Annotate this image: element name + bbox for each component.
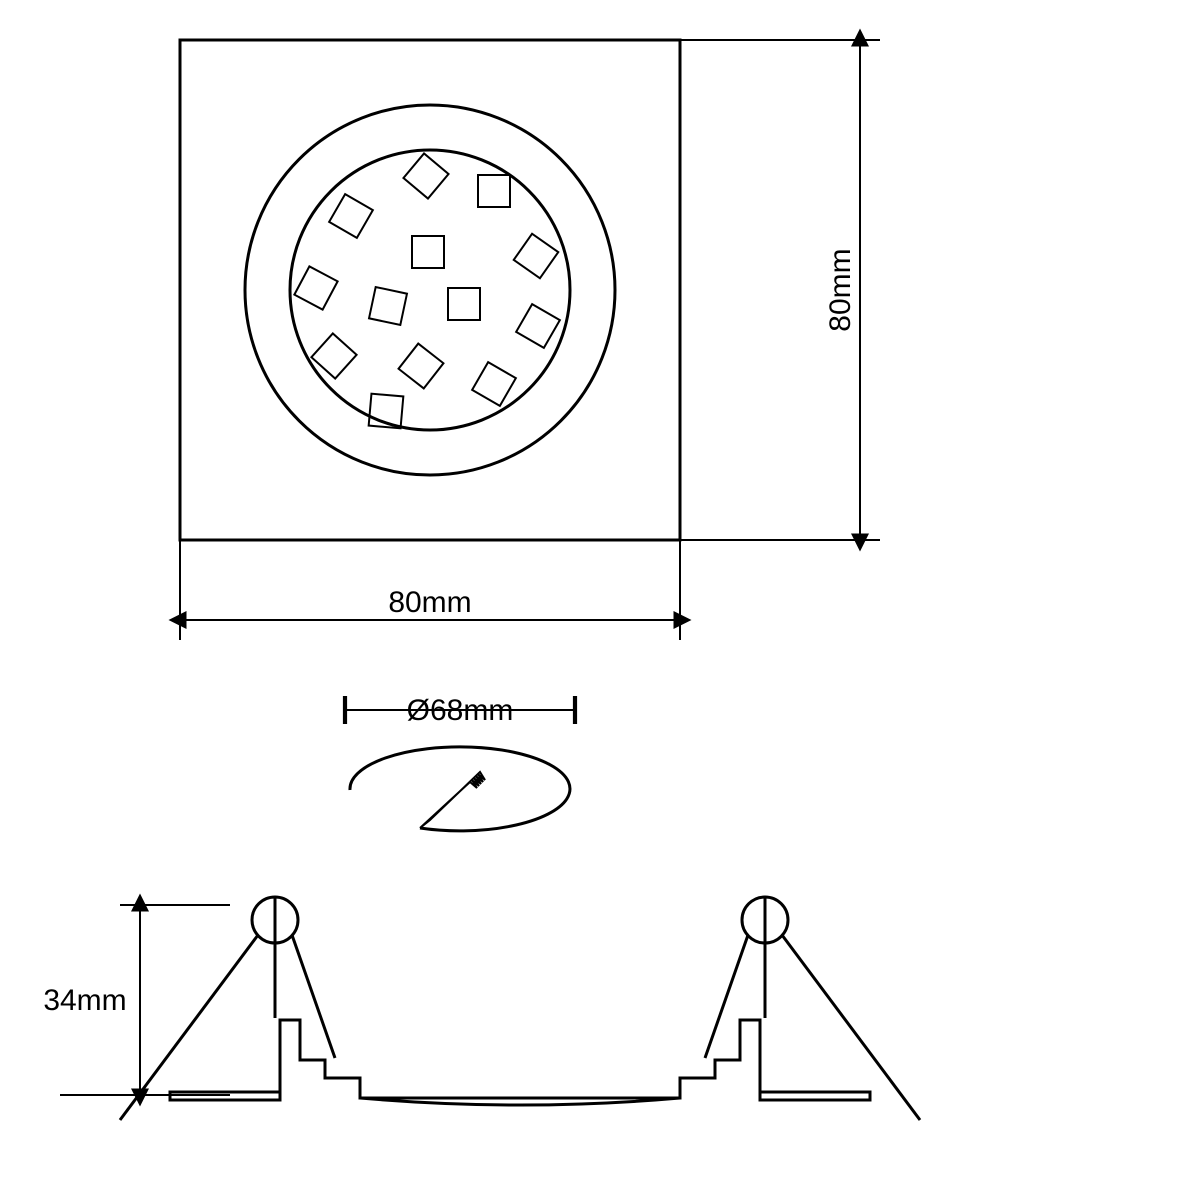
dim-depth-label: 34mm xyxy=(43,984,126,1017)
led-chips xyxy=(294,153,559,428)
dim-depth: 34mm xyxy=(43,905,230,1095)
dim-height: 80mm xyxy=(680,40,880,540)
dim-width-label: 80mm xyxy=(388,586,471,619)
dim-height-label: 80mm xyxy=(824,248,857,331)
cutout-label: Ø68mm xyxy=(407,694,514,727)
technical-drawing: 80mm 80mm Ø68mm 34mm xyxy=(0,0,1200,1200)
cutout-indicator: Ø68mm xyxy=(345,694,575,831)
top-view: 80mm 80mm xyxy=(180,40,880,640)
side-view: 34mm xyxy=(43,897,920,1120)
dim-width: 80mm xyxy=(180,540,680,640)
